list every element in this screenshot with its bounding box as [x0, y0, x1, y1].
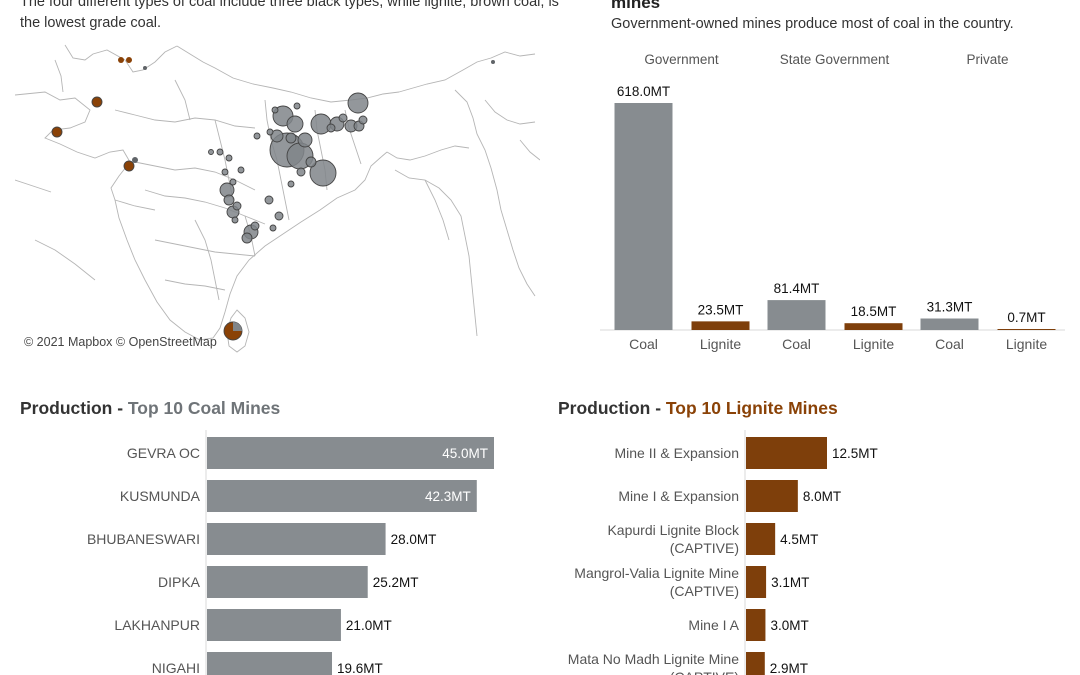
category-label: Kapurdi Lignite Block (CAPTIVE) — [607, 522, 740, 556]
category-label: Coal — [629, 336, 658, 352]
category-label: Mine I & Expansion — [618, 488, 739, 504]
bar-value-label: 28.0MT — [391, 532, 437, 547]
lignite-section-title: Production - Top 10 Lignite Mines — [558, 398, 838, 419]
category-label: Coal — [782, 336, 811, 352]
top-lignite-mines-chart: Mine II & Expansion 12.5MT Mine I & Expans… — [568, 430, 878, 675]
category-label: GEVRA OC — [127, 445, 200, 461]
bar-lignite[interactable] — [997, 329, 1056, 330]
category-label: BHUBANESWARI — [87, 531, 200, 547]
bar[interactable] — [746, 523, 776, 555]
coal-title-prefix: Production - — [20, 398, 128, 418]
map-boundaries — [14, 44, 541, 353]
bar-value-label: 8.0MT — [803, 489, 841, 504]
bar[interactable] — [207, 609, 341, 641]
bar[interactable] — [207, 652, 333, 675]
group-header: Government — [644, 52, 719, 67]
bar-coal[interactable] — [767, 300, 826, 330]
ownership-chart-subtitle: Government-owned mines produce most of c… — [611, 16, 1014, 32]
map-copyright: © 2021 Mapbox © OpenStreetMap — [24, 335, 217, 349]
category-label: Mata No Madh Lignite Mine(CAPTIVE) — [568, 651, 739, 675]
lignite-title-accent: Top 10 Lignite Mines — [665, 398, 838, 418]
coal-section-title: Production - Top 10 Coal Mines — [20, 398, 280, 419]
bar-value-label: 12.5MT — [832, 446, 878, 461]
bar-value-label: 23.5MT — [698, 302, 744, 317]
bar-value-label: 618.0MT — [617, 84, 670, 99]
bar-value-label: 31.3MT — [927, 300, 973, 315]
bar[interactable] — [207, 437, 494, 469]
bar-lignite[interactable] — [691, 321, 750, 330]
bar[interactable] — [746, 652, 765, 675]
bar-coal[interactable] — [920, 318, 979, 330]
category-label: Lignite — [853, 336, 894, 352]
bar-value-label: 4.5MT — [780, 532, 818, 547]
bar-coal[interactable] — [614, 103, 673, 330]
bar[interactable] — [207, 566, 368, 598]
bar-value-label: 0.7MT — [1007, 310, 1045, 325]
bar-value-label: 19.6MT — [337, 661, 383, 675]
india-mine-map[interactable] — [14, 40, 541, 357]
group-header: Private — [966, 52, 1008, 67]
ownership-chart-title: mines — [611, 0, 661, 12]
coal-title-accent: Top 10 Coal Mines — [127, 398, 281, 418]
bar-value-label: 45.0MT — [442, 446, 488, 461]
bar-value-label: 18.5MT — [851, 304, 897, 319]
category-label: Lignite — [700, 336, 741, 352]
bar[interactable] — [746, 609, 766, 641]
bar-value-label: 42.3MT — [425, 489, 471, 504]
category-label: Mangrol-Valia Lignite Mine (CAPTIVE) — [574, 565, 739, 599]
bar-value-label: 3.1MT — [771, 575, 809, 590]
bar-lignite[interactable] — [844, 323, 903, 330]
category-label: Coal — [935, 336, 964, 352]
bar[interactable] — [207, 523, 386, 555]
group-header: State Government — [780, 52, 890, 67]
category-label: NIGAHI — [152, 660, 200, 675]
bar-value-label: 21.0MT — [346, 618, 392, 633]
category-label: KUSMUNDA — [120, 488, 201, 504]
lignite-title-prefix: Production - — [558, 398, 666, 418]
bar[interactable] — [207, 480, 477, 512]
map-canvas[interactable] — [14, 40, 541, 357]
top-coal-mines-chart: GEVRA OC 45.0MT KUSMUNDA 42.3MT BHUBANESWARI… — [87, 430, 494, 675]
bar-value-label: 3.0MT — [770, 618, 808, 633]
bar[interactable] — [746, 480, 798, 512]
bar-value-label: 25.2MT — [373, 575, 419, 590]
category-label: Mine I A — [688, 617, 739, 633]
category-label: Lignite — [1006, 336, 1047, 352]
bar-value-label: 2.9MT — [770, 661, 808, 675]
intro-text: The four different types of coal include… — [20, 0, 559, 31]
category-label: LAKHANPUR — [114, 617, 200, 633]
category-label: DIPKA — [158, 574, 201, 590]
bar[interactable] — [746, 437, 827, 469]
map-points[interactable] — [51, 57, 495, 341]
ownership-bar-chart: Government State Government Private 618.0MT… — [600, 52, 1065, 352]
category-label: Mine II & Expansion — [614, 445, 739, 461]
bar[interactable] — [746, 566, 767, 598]
bar-value-label: 81.4MT — [774, 281, 820, 296]
